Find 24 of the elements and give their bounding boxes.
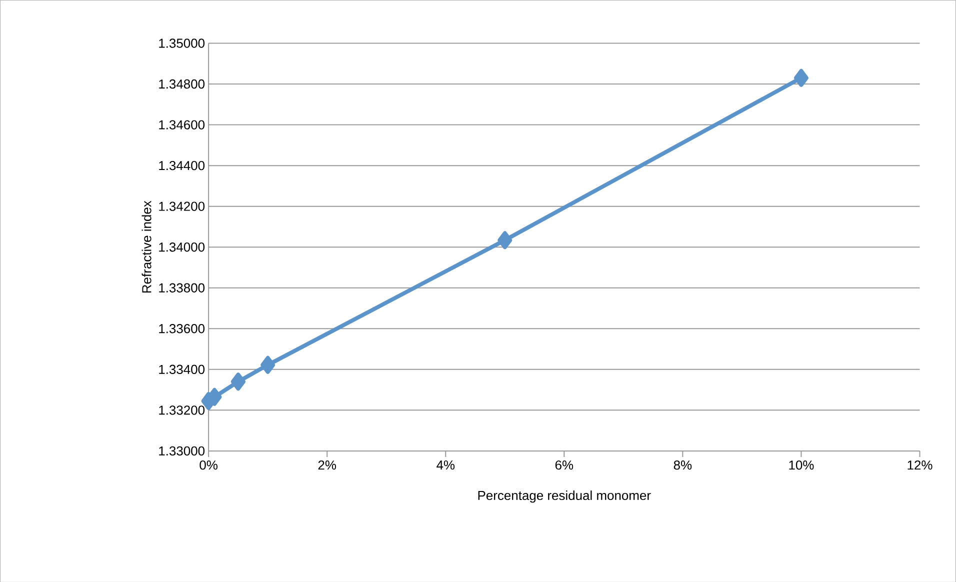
x-tick-label: 0% <box>200 460 218 470</box>
y-tick-label: 1.35000 <box>159 38 205 48</box>
y-tick-label: 1.33000 <box>159 446 205 456</box>
y-axis-title: Refractive index <box>142 200 152 292</box>
x-tick-label: 12% <box>908 460 932 470</box>
y-tick-label: 1.34400 <box>159 160 205 170</box>
x-tick-label: 2% <box>318 460 336 470</box>
x-tick-label: 4% <box>436 460 455 470</box>
y-tick-label: 1.34800 <box>159 79 205 88</box>
y-tick-label: 1.33600 <box>159 324 205 334</box>
y-tick-label: 1.34000 <box>159 242 205 252</box>
point <box>260 356 276 374</box>
y-tick-label: 1.34200 <box>159 202 205 211</box>
y-tick-label: 1.33400 <box>159 364 205 374</box>
point <box>794 68 808 87</box>
y-tick-label: 1.33800 <box>159 283 205 292</box>
x-tick-label: 8% <box>674 460 692 470</box>
y-tick-label: 1.33200 <box>159 405 205 415</box>
x-tick-label: 6% <box>555 460 574 470</box>
x-tick-label: 10% <box>789 460 814 470</box>
point <box>230 372 246 390</box>
point <box>498 230 512 250</box>
y-tick-label: 1.34600 <box>159 120 205 130</box>
x-axis-title: Percentage residual monomer <box>478 490 651 502</box>
